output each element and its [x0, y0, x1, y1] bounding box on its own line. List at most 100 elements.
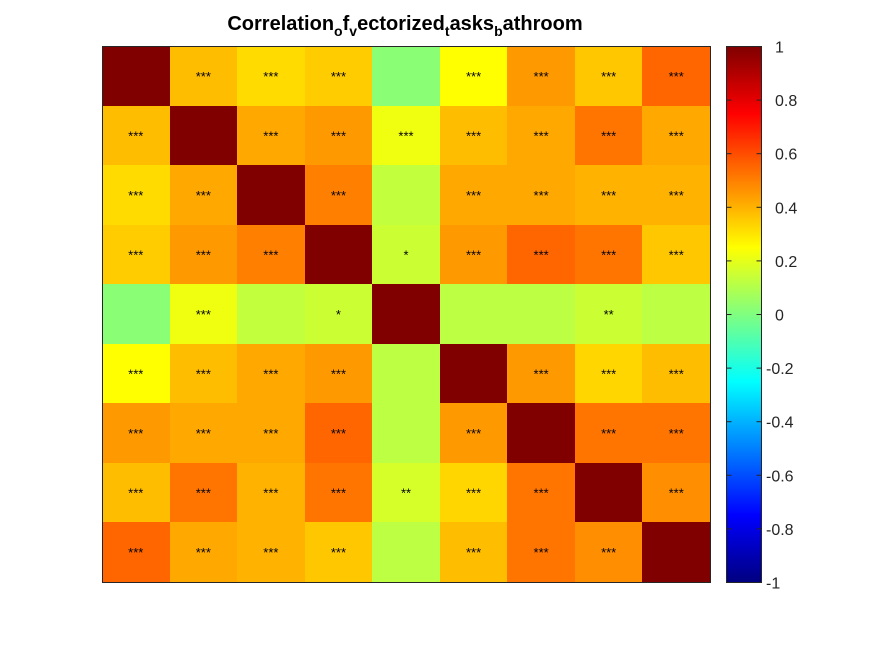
significance-label-r1-c3: ***	[263, 69, 278, 84]
significance-label-r3-c1: ***	[128, 188, 143, 203]
heatmap-cell-r1-c3	[237, 46, 305, 106]
significance-label-r1-c2: ***	[196, 69, 211, 84]
colorbar-tick-label: -0.6	[766, 468, 794, 485]
heatmap-cell-r7-c1	[102, 403, 170, 463]
significance-label-r3-c8: ***	[601, 188, 616, 203]
heatmap-cell-r2-c2	[170, 106, 237, 165]
heatmap-cell-r5-c7	[507, 284, 575, 344]
heatmap-cell-r9-c1	[102, 522, 170, 582]
significance-label-r6-c3: ***	[263, 367, 278, 382]
heatmap-cell-r3-c4	[305, 165, 372, 225]
colorbar-tick-label: 0	[775, 308, 784, 325]
heatmap-cell-r4-c1	[102, 225, 170, 284]
significance-label-r9-c1: ***	[128, 545, 143, 560]
significance-label-r3-c9: ***	[669, 188, 684, 203]
heatmap-cell-r2-c4	[305, 106, 372, 165]
significance-label-r8-c3: ***	[263, 486, 278, 501]
significance-label-r3-c4: ***	[331, 188, 346, 203]
title-segment: f	[343, 13, 350, 35]
heatmap-cell-r3-c3	[237, 165, 305, 225]
heatmap-cell-r7-c3	[237, 403, 305, 463]
heatmap-cell-r5-c6	[440, 284, 507, 344]
significance-label-r1-c8: ***	[601, 69, 616, 84]
heatmap-cell-r7-c2	[170, 403, 237, 463]
heatmap-cell-r3-c6	[440, 165, 507, 225]
significance-label-r4-c3: ***	[263, 247, 278, 262]
heatmap-cell-r9-c5	[372, 522, 440, 582]
significance-label-r7-c6: ***	[466, 426, 481, 441]
heatmap-cell-r5-c8	[575, 284, 642, 344]
colorbar-tick-label: -0.8	[766, 522, 794, 539]
significance-label-r1-c7: ***	[534, 69, 549, 84]
colorbar: 1 0.8 0.6 0.4 0.2 0 -0.2 -0.4 -0.6 -0.8 -1	[726, 40, 797, 593]
heatmap-cell-r6-c8	[575, 344, 642, 403]
heatmap-cell-r4-c4	[305, 225, 372, 284]
significance-label-r8-c9: ***	[669, 486, 684, 501]
significance-label-r2-c5: ***	[398, 128, 413, 143]
heatmap-cell-r1-c9	[642, 46, 710, 106]
significance-label-r4-c2: ***	[196, 247, 211, 262]
significance-label-r7-c3: ***	[263, 426, 278, 441]
heatmap-cell-r3-c7	[507, 165, 575, 225]
significance-label-r4-c8: ***	[601, 247, 616, 262]
significance-label-r1-c6: ***	[466, 69, 481, 84]
heatmap-cell-r5-c2	[170, 284, 237, 344]
heatmap-cell-r4-c6	[440, 225, 507, 284]
significance-label-r3-c2: ***	[196, 188, 211, 203]
heatmap-cell-r2-c8	[575, 106, 642, 165]
heatmap-cell-r6-c4	[305, 344, 372, 403]
significance-label-r9-c6: ***	[466, 545, 481, 560]
heatmap-cell-r3-c8	[575, 165, 642, 225]
title-segment: Correlation	[227, 13, 334, 35]
heatmap-cell-r8-c6	[440, 463, 507, 522]
significance-label-r4-c5: *	[403, 247, 408, 262]
heatmap-cell-r6-c1	[102, 344, 170, 403]
significance-label-r6-c1: ***	[128, 367, 143, 382]
heatmap-cell-r1-c6	[440, 46, 507, 106]
heatmap-cell-r8-c4	[305, 463, 372, 522]
heatmap-cell-r2-c9	[642, 106, 710, 165]
heatmap-cell-r8-c3	[237, 463, 305, 522]
significance-label-r3-c7: ***	[534, 188, 549, 203]
significance-label-r1-c4: ***	[331, 69, 346, 84]
significance-label-r1-c9: ***	[669, 69, 684, 84]
title-segment: ectorized	[357, 13, 445, 35]
significance-label-r8-c6: ***	[466, 486, 481, 501]
heatmap-cell-r2-c7	[507, 106, 575, 165]
heatmap-cell-r9-c2	[170, 522, 237, 582]
chart-title: Correlationofvectorizedtasksbathroom	[227, 13, 582, 39]
heatmap-cell-r6-c9	[642, 344, 710, 403]
heatmap-cell-r8-c7	[507, 463, 575, 522]
significance-label-r5-c4: *	[336, 307, 341, 322]
colorbar-tick-label: -1	[766, 576, 780, 593]
heatmap-cell-r8-c9	[642, 463, 710, 522]
significance-label-r7-c9: ***	[669, 426, 684, 441]
heatmap-cell-r7-c5	[372, 403, 440, 463]
heatmap-cell-r4-c3	[237, 225, 305, 284]
significance-label-r4-c7: ***	[534, 247, 549, 262]
heatmap-cell-r3-c2	[170, 165, 237, 225]
significance-label-r7-c4: ***	[331, 426, 346, 441]
title-segment: t	[445, 23, 450, 39]
significance-label-r4-c6: ***	[466, 247, 481, 262]
heatmap-cell-r5-c3	[237, 284, 305, 344]
significance-label-r4-c1: ***	[128, 247, 143, 262]
heatmap-cell-r3-c5	[372, 165, 440, 225]
heatmap-cells	[102, 46, 710, 582]
significance-label-r2-c4: ***	[331, 128, 346, 143]
heatmap-cell-r9-c9	[642, 522, 710, 582]
heatmap-cell-r3-c1	[102, 165, 170, 225]
title-segment: v	[349, 23, 357, 39]
significance-label-r9-c4: ***	[331, 545, 346, 560]
heatmap-cell-r6-c2	[170, 344, 237, 403]
heatmap-cell-r4-c9	[642, 225, 710, 284]
heatmap-cell-r9-c7	[507, 522, 575, 582]
heatmap-cell-r4-c5	[372, 225, 440, 284]
heatmap-cell-r8-c5	[372, 463, 440, 522]
significance-label-r8-c2: ***	[196, 486, 211, 501]
significance-label-r8-c1: ***	[128, 486, 143, 501]
significance-label-r7-c2: ***	[196, 426, 211, 441]
title-segment: b	[494, 23, 503, 39]
colorbar-tick-label: 0.4	[775, 200, 797, 217]
